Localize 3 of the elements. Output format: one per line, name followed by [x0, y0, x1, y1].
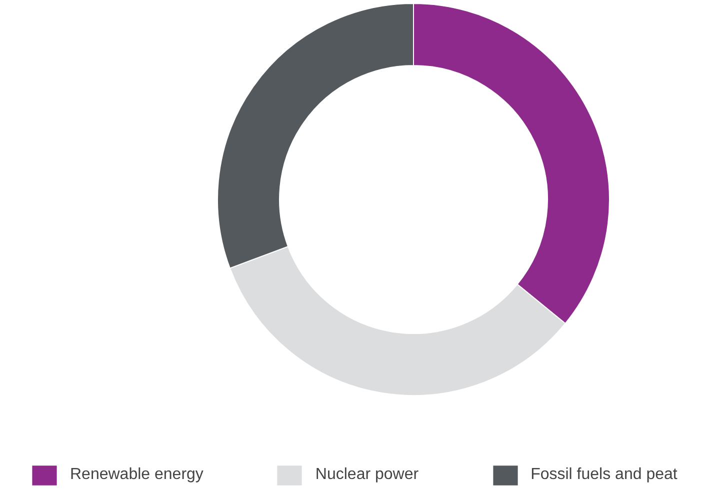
legend-label: Fossil fuels and peat: [530, 466, 678, 484]
legend-label: Renewable energy: [70, 466, 204, 484]
legend-label: Nuclear power: [315, 466, 419, 484]
